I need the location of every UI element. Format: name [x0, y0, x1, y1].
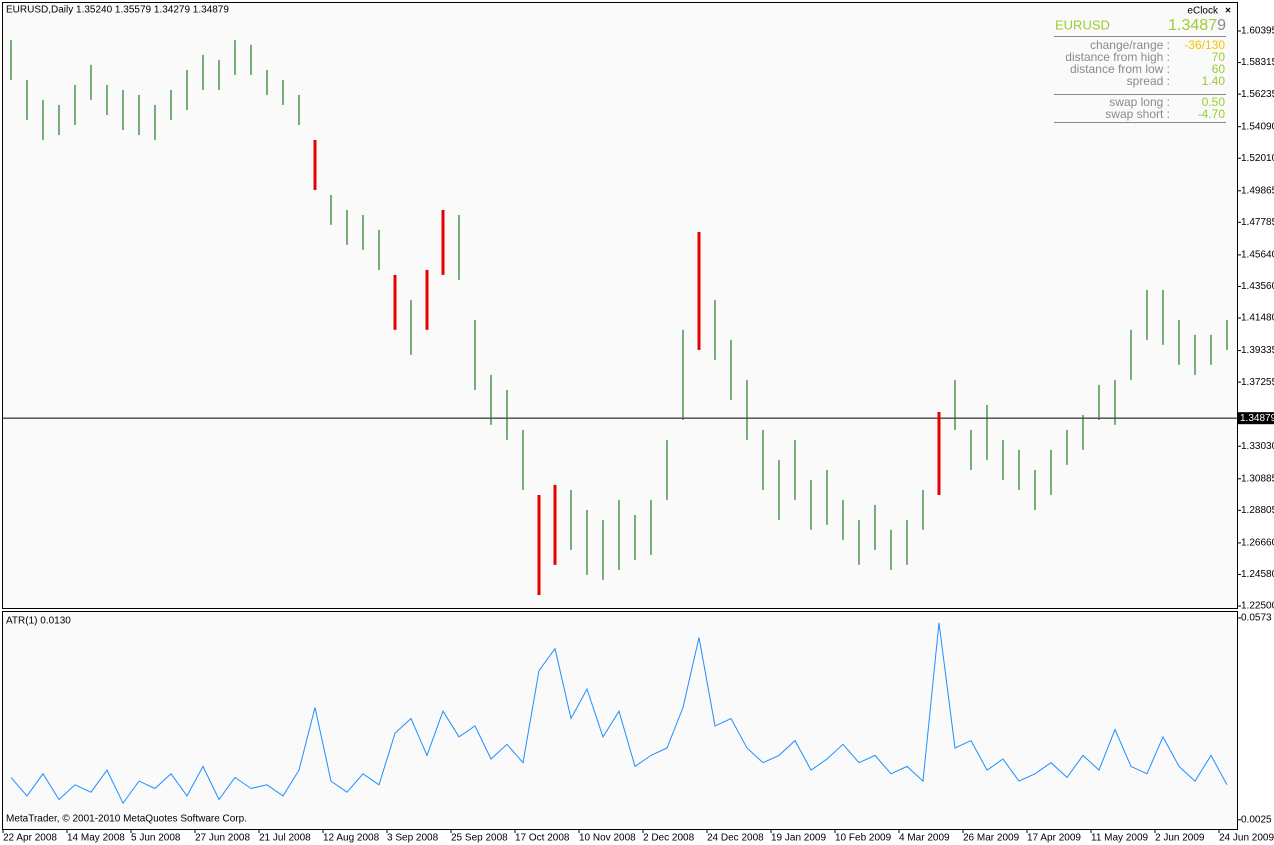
- x-tick-label: 17 Apr 2009: [1027, 833, 1081, 844]
- x-tick-label: 24 Jun 2009: [1219, 833, 1274, 844]
- y-tick-label: 1.60395: [1241, 26, 1274, 37]
- marks: 1.60395 1.58315 1.56235 1.54090 1.52010 1.498…: [2, 26, 1274, 844]
- y-tick-label: 1.39335: [1241, 345, 1274, 356]
- y-tick-label: 1.43560: [1241, 281, 1274, 292]
- y-tick-label: 1.58315: [1241, 57, 1274, 68]
- y-tick-label: 1.54090: [1241, 121, 1274, 132]
- y-tick-label: 0.0025: [1241, 814, 1272, 825]
- price-tail: 9: [1217, 17, 1226, 34]
- y-tick-label: 0.0573: [1241, 613, 1272, 624]
- eclock-value: 1.40: [1202, 74, 1226, 88]
- y-tick-label: 1.49865: [1241, 185, 1274, 196]
- y-tick-label: 1.30885: [1241, 473, 1274, 484]
- x-tick-label: 4 Mar 2009: [899, 833, 950, 844]
- y-tick-label: 1.28805: [1241, 505, 1274, 516]
- eclock-label: spread :: [1127, 74, 1170, 88]
- y-tick-label: 1.26660: [1241, 538, 1274, 549]
- x-tick-label: 19 Jan 2009: [771, 833, 826, 844]
- indicator-title: ATR(1) 0.0130: [6, 616, 71, 627]
- footer: MetaTrader, © 2001-2010 MetaQuotes Softw…: [6, 814, 247, 825]
- y-tick-label: 1.41480: [1241, 313, 1274, 324]
- x-tick-label: 27 Jun 2008: [195, 833, 250, 844]
- x-tick-label: 2 Dec 2008: [643, 833, 695, 844]
- y-tick-label: 1.52010: [1241, 153, 1274, 164]
- y-tick-label: 1.24580: [1241, 569, 1274, 580]
- x-tick-label: 25 Sep 2008: [451, 833, 508, 844]
- x-tick-label: 2 Jun 2009: [1155, 833, 1205, 844]
- close-button[interactable]: ×: [1225, 6, 1231, 17]
- y-tick-label: 1.22500: [1241, 601, 1274, 612]
- eclock-label: distance from low :: [1070, 62, 1170, 76]
- y-tick-label: 1.45640: [1241, 250, 1274, 261]
- x-tick-label: 10 Feb 2009: [835, 833, 892, 844]
- eclock-value: -36/130: [1184, 38, 1225, 52]
- x-tick-label: 3 Sep 2008: [387, 833, 439, 844]
- y-tick-label: 1.56235: [1241, 89, 1274, 100]
- eclock-value: -4.70: [1198, 107, 1226, 121]
- x-tick-label: 11 May 2009: [1091, 833, 1149, 844]
- x-tick-label: 10 Nov 2008: [579, 833, 636, 844]
- eclock-value: 0.50: [1202, 95, 1226, 109]
- x-tick-label: 12 Aug 2008: [323, 833, 380, 844]
- price-panel: [2, 2, 1238, 609]
- eclock-title: eClock: [1187, 6, 1219, 17]
- chart-title: EURUSD,Daily 1.35240 1.35579 1.34279 1.3…: [6, 5, 229, 16]
- eclock-symbol: EURUSD: [1055, 17, 1110, 32]
- eclock-label: change/range :: [1090, 38, 1170, 52]
- x-tick-label: 5 Jun 2008: [131, 833, 181, 844]
- last-price-box: [1238, 412, 1274, 425]
- eclock-price: 1.34879: [1168, 17, 1226, 34]
- atr-line: [10, 622, 1228, 805]
- eclock-label: swap long :: [1109, 95, 1170, 109]
- last-price-label: 1.34879: [1240, 413, 1274, 424]
- x-tick-label: 22 Apr 2008: [3, 833, 57, 844]
- y-tick-label: 1.37255: [1241, 377, 1274, 388]
- x-tick-label: 21 Jul 2008: [259, 833, 311, 844]
- eclock-label: swap short :: [1105, 107, 1170, 121]
- eclock-value: 60: [1212, 62, 1226, 76]
- y-tick-label: 1.47785: [1241, 217, 1274, 228]
- x-tick-label: 26 Mar 2009: [963, 833, 1020, 844]
- y-tick-label: 1.33030: [1241, 441, 1274, 452]
- eclock-rows: change/range : -36/130 distance from high …: [1065, 38, 1225, 121]
- x-tick-label: 17 Oct 2008: [515, 833, 570, 844]
- eclock-label: distance from high :: [1065, 50, 1170, 64]
- x-tick-label: 24 Dec 2008: [707, 833, 764, 844]
- eclock-value: 70: [1212, 50, 1226, 64]
- price-main: 1.3487: [1168, 17, 1217, 34]
- atr-panel: [2, 611, 1238, 830]
- x-tick-label: 14 May 2008: [67, 833, 125, 844]
